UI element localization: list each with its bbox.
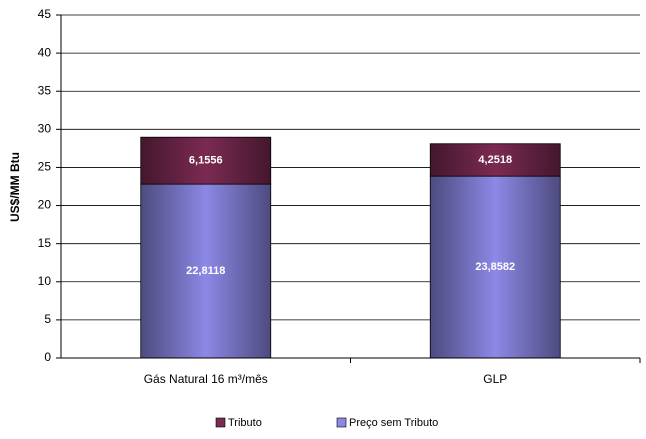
y-tick-label: 30	[38, 122, 52, 136]
legend-swatch	[215, 417, 226, 428]
x-tick-label: GLP	[483, 372, 507, 386]
y-tick-label: 25	[38, 160, 52, 174]
bar-shade	[430, 176, 561, 358]
bar-shade	[140, 137, 271, 185]
y-tick-label: 40	[38, 45, 52, 59]
value-label: 6,1556	[189, 155, 223, 167]
y-tick-label: 15	[38, 236, 52, 250]
y-tick-label: 10	[38, 274, 52, 288]
bar-shade	[430, 143, 561, 177]
x-tick-label: Gás Natural 16 m³/mês	[144, 372, 268, 386]
y-tick-label: 45	[38, 7, 52, 21]
y-tick-label: 0	[44, 350, 51, 364]
legend-label: Tributo	[228, 417, 262, 429]
legend-swatch	[336, 417, 347, 428]
value-label: 4,2518	[478, 154, 512, 166]
y-tick-label: 5	[44, 312, 51, 326]
value-label: 23,8582	[475, 261, 515, 273]
y-axis-label: US$/MM Btu	[8, 152, 22, 222]
y-tick-label: 35	[38, 83, 52, 97]
legend-label: Preço sem Tributo	[349, 417, 438, 429]
bar-shade	[140, 184, 271, 358]
value-label: 22,8118	[186, 265, 225, 277]
y-tick-label: 20	[38, 198, 52, 212]
